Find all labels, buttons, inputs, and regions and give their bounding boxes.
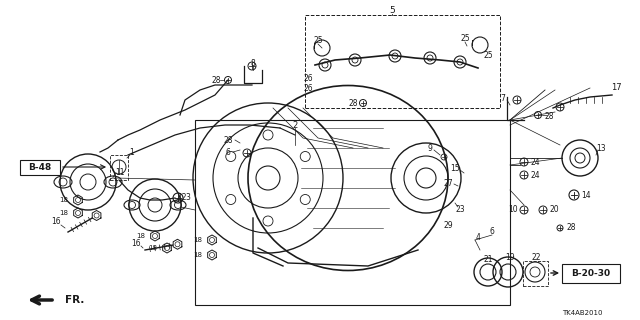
Text: 22: 22	[531, 253, 541, 262]
Text: 21: 21	[483, 255, 493, 265]
Text: 28: 28	[566, 223, 576, 233]
Text: 15: 15	[450, 164, 460, 172]
Text: 28: 28	[223, 135, 233, 145]
Text: 12: 12	[177, 193, 187, 202]
Text: 9: 9	[428, 143, 433, 153]
Bar	[20, 160, 60, 175]
Text: 3: 3	[186, 194, 191, 203]
Text: 25: 25	[483, 51, 493, 60]
Text: 18: 18	[193, 237, 202, 243]
Text: 20: 20	[549, 205, 559, 214]
Text: 13: 13	[596, 143, 606, 153]
Text: 26: 26	[303, 84, 313, 92]
Text: B-48: B-48	[28, 163, 52, 172]
Text: 18: 18	[60, 197, 68, 203]
Text: 24: 24	[530, 157, 540, 166]
Text: 28: 28	[348, 99, 358, 108]
Text: 23: 23	[455, 205, 465, 214]
Text: 18: 18	[148, 245, 157, 251]
Text: 18: 18	[193, 252, 202, 258]
Text: 25: 25	[460, 34, 470, 43]
Text: 19: 19	[505, 253, 515, 262]
Text: 27: 27	[443, 179, 453, 188]
Text: 26: 26	[303, 74, 313, 83]
Text: TK4AB2010: TK4AB2010	[562, 310, 602, 316]
Text: 28: 28	[544, 111, 554, 121]
Text: 5: 5	[389, 5, 395, 14]
Bar	[110, 155, 128, 180]
Text: B-20-30: B-20-30	[572, 268, 611, 277]
Bar	[562, 264, 620, 283]
Text: 2: 2	[292, 121, 298, 130]
Text: 17: 17	[611, 83, 621, 92]
Text: 8: 8	[251, 59, 255, 68]
Text: 1: 1	[130, 148, 134, 156]
Text: 11: 11	[115, 167, 125, 177]
Text: 10: 10	[508, 205, 518, 214]
Text: 28: 28	[211, 76, 221, 84]
Text: 24: 24	[530, 171, 540, 180]
Text: 18: 18	[136, 233, 145, 239]
Text: 18: 18	[60, 210, 68, 216]
Text: 7: 7	[500, 93, 506, 102]
Text: 25: 25	[313, 36, 323, 44]
Bar	[195, 120, 510, 305]
Text: 6: 6	[225, 148, 230, 156]
Text: 29: 29	[443, 220, 453, 229]
Text: FR.: FR.	[65, 295, 84, 305]
Bar	[523, 261, 548, 286]
Text: 16: 16	[131, 238, 141, 247]
Bar	[305, 15, 500, 108]
Text: 14: 14	[581, 190, 591, 199]
Text: 4: 4	[476, 234, 481, 243]
Text: 6: 6	[490, 228, 495, 236]
Text: 16: 16	[51, 218, 61, 227]
